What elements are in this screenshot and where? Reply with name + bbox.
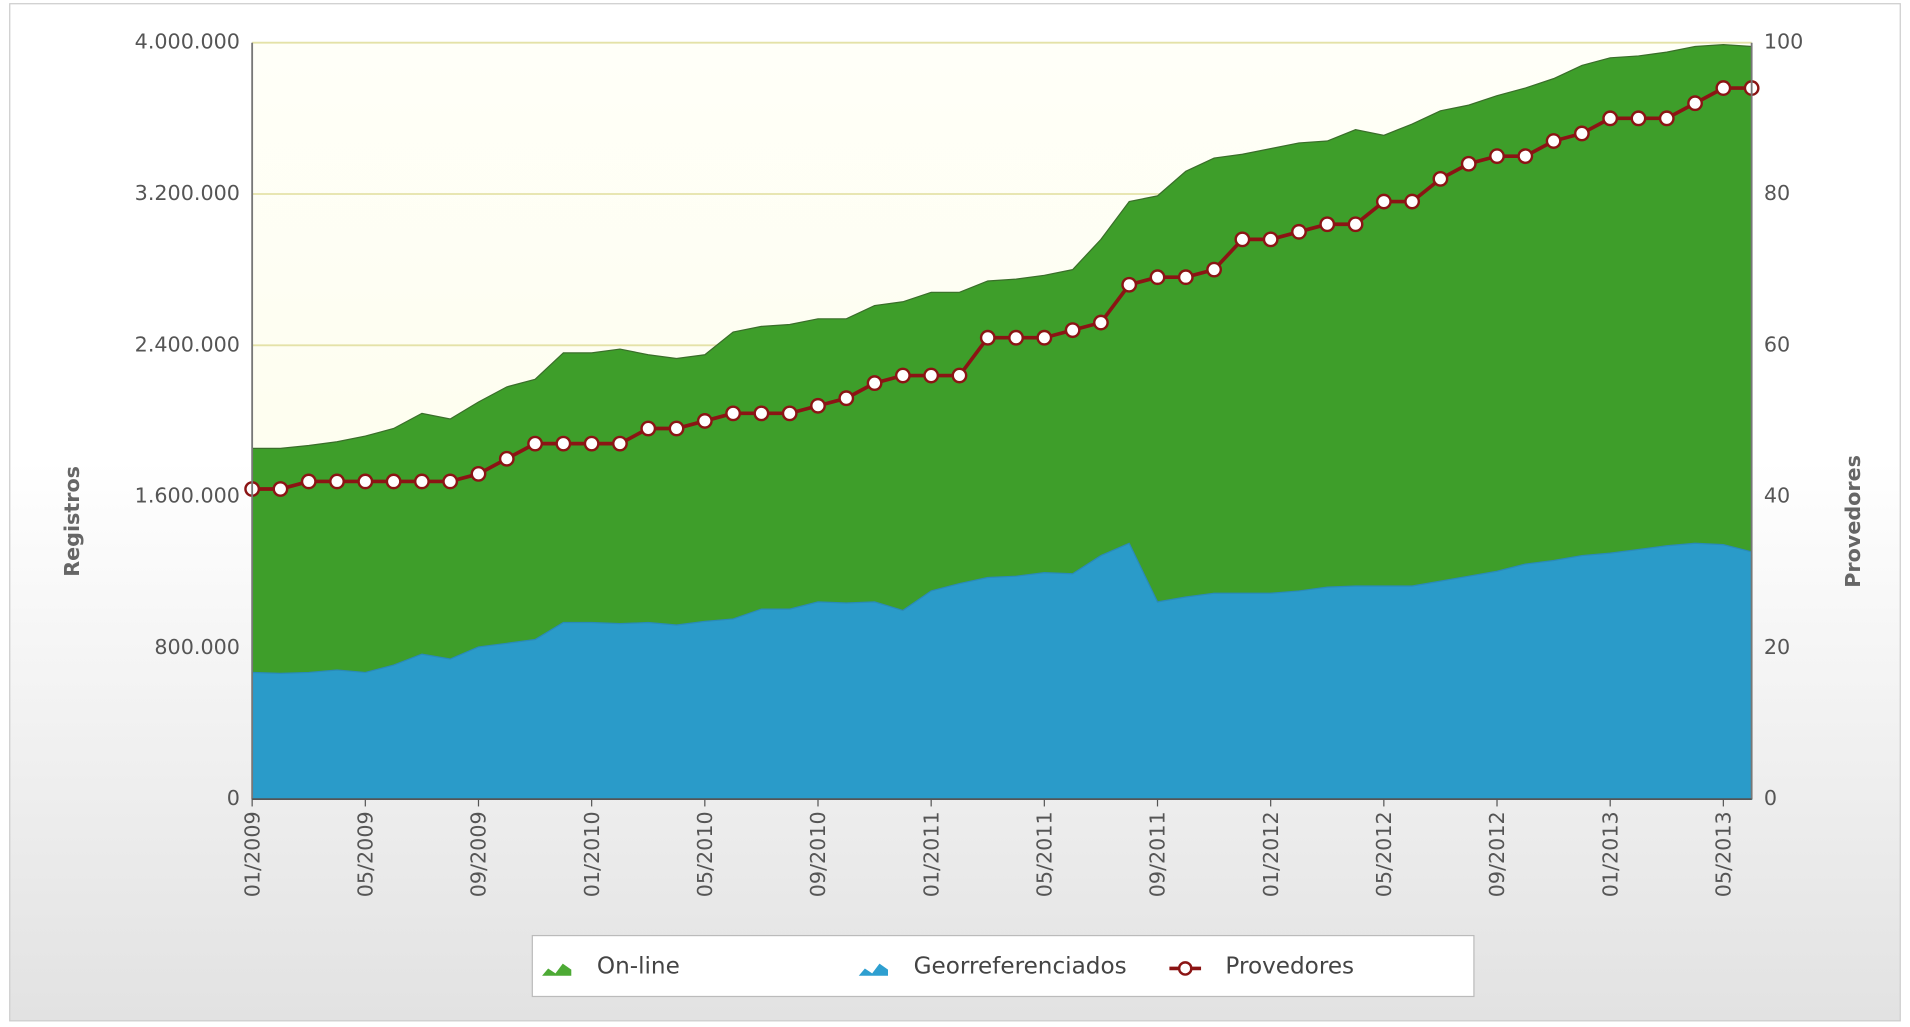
marker: [696, 413, 713, 429]
x-tick-label: 09/2009: [467, 811, 491, 897]
marker: [1375, 193, 1392, 210]
marker: [470, 465, 487, 482]
x-tick-label: 01/2011: [919, 811, 943, 897]
marker: [1036, 329, 1053, 346]
marker: [1291, 223, 1307, 240]
y2-tick-label: 80: [1764, 181, 1790, 205]
marker: [668, 420, 685, 437]
marker: [810, 397, 826, 414]
x-tick-label: 05/2011: [1033, 811, 1057, 897]
legend-label: On-line: [597, 954, 680, 980]
marker: [1234, 231, 1251, 248]
x-tick-label: 01/2013: [1598, 811, 1622, 897]
legend-icon: [542, 963, 572, 976]
marker: [329, 473, 345, 490]
marker: [866, 375, 883, 392]
marker: [1715, 80, 1732, 97]
marker: [1121, 276, 1138, 293]
marker: [1064, 322, 1081, 339]
marker: [1658, 110, 1675, 127]
x-tick-label: 01/2009: [240, 811, 264, 897]
x-tick-label: 09/2012: [1485, 811, 1509, 897]
marker: [923, 367, 940, 384]
legend-icon: [858, 963, 889, 976]
y-tick-label: 800.000: [154, 635, 240, 659]
marker: [612, 435, 628, 452]
marker: [640, 420, 657, 437]
x-tick-label: 05/2013: [1712, 811, 1736, 897]
marker: [1602, 110, 1619, 127]
y-tick-label: 0: [227, 786, 240, 810]
x-tick-label: 05/2009: [354, 811, 378, 897]
legend-icon: [1177, 961, 1193, 976]
marker: [1177, 269, 1194, 286]
marker: [413, 473, 430, 490]
legend-label: Georreferenciados: [914, 954, 1127, 980]
marker: [1319, 216, 1336, 233]
marker: [357, 473, 374, 490]
marker: [385, 473, 402, 490]
marker: [1630, 110, 1647, 127]
marker: [781, 405, 798, 422]
y-tick-label: 4.000.000: [135, 30, 240, 54]
x-tick-label: 09/2011: [1146, 811, 1170, 897]
marker: [838, 390, 855, 407]
marker: [1545, 133, 1562, 149]
marker: [1517, 148, 1534, 165]
x-tick-label: 05/2010: [693, 811, 717, 897]
y2-tick-label: 40: [1764, 484, 1790, 508]
area: [251, 542, 1753, 800]
marker: [583, 435, 600, 452]
marker: [1573, 125, 1590, 142]
y2-tick-label: 60: [1764, 332, 1790, 356]
marker: [1489, 148, 1505, 165]
marker: [527, 435, 543, 452]
marker: [1404, 193, 1421, 210]
x-tick-label: 05/2012: [1372, 811, 1396, 897]
marker: [1687, 95, 1703, 112]
marker: [753, 405, 770, 422]
y2-tick-label: 0: [1764, 786, 1777, 810]
marker: [1262, 231, 1279, 248]
y2-tick-label: 100: [1764, 30, 1804, 54]
x-tick-label: 01/2010: [580, 811, 604, 897]
marker: [1432, 170, 1449, 187]
y-axis-title: Registros: [60, 466, 84, 577]
marker: [1347, 216, 1364, 233]
marker: [1149, 269, 1166, 286]
marker: [1206, 261, 1223, 278]
marker: [272, 481, 289, 497]
legend: [531, 934, 1475, 998]
marker: [951, 367, 968, 384]
marker: [979, 329, 996, 346]
y-tick-label: 2.400.000: [135, 332, 240, 356]
marker: [1093, 314, 1109, 331]
marker: [498, 450, 515, 467]
marker: [442, 473, 459, 490]
y2-axis-title: Provedores: [1841, 455, 1865, 588]
marker: [1460, 155, 1477, 172]
marker: [300, 473, 317, 490]
marker: [1008, 329, 1024, 346]
x-tick-label: 09/2010: [806, 811, 830, 897]
legend-label: Provedores: [1225, 954, 1354, 980]
y2-tick-label: 20: [1764, 635, 1790, 659]
x-tick-label: 01/2012: [1259, 811, 1283, 897]
y-tick-label: 3.200.000: [135, 181, 240, 205]
marker: [894, 367, 911, 384]
marker: [725, 405, 742, 422]
y-tick-label: 1.600.000: [135, 484, 240, 508]
marker: [555, 435, 572, 452]
